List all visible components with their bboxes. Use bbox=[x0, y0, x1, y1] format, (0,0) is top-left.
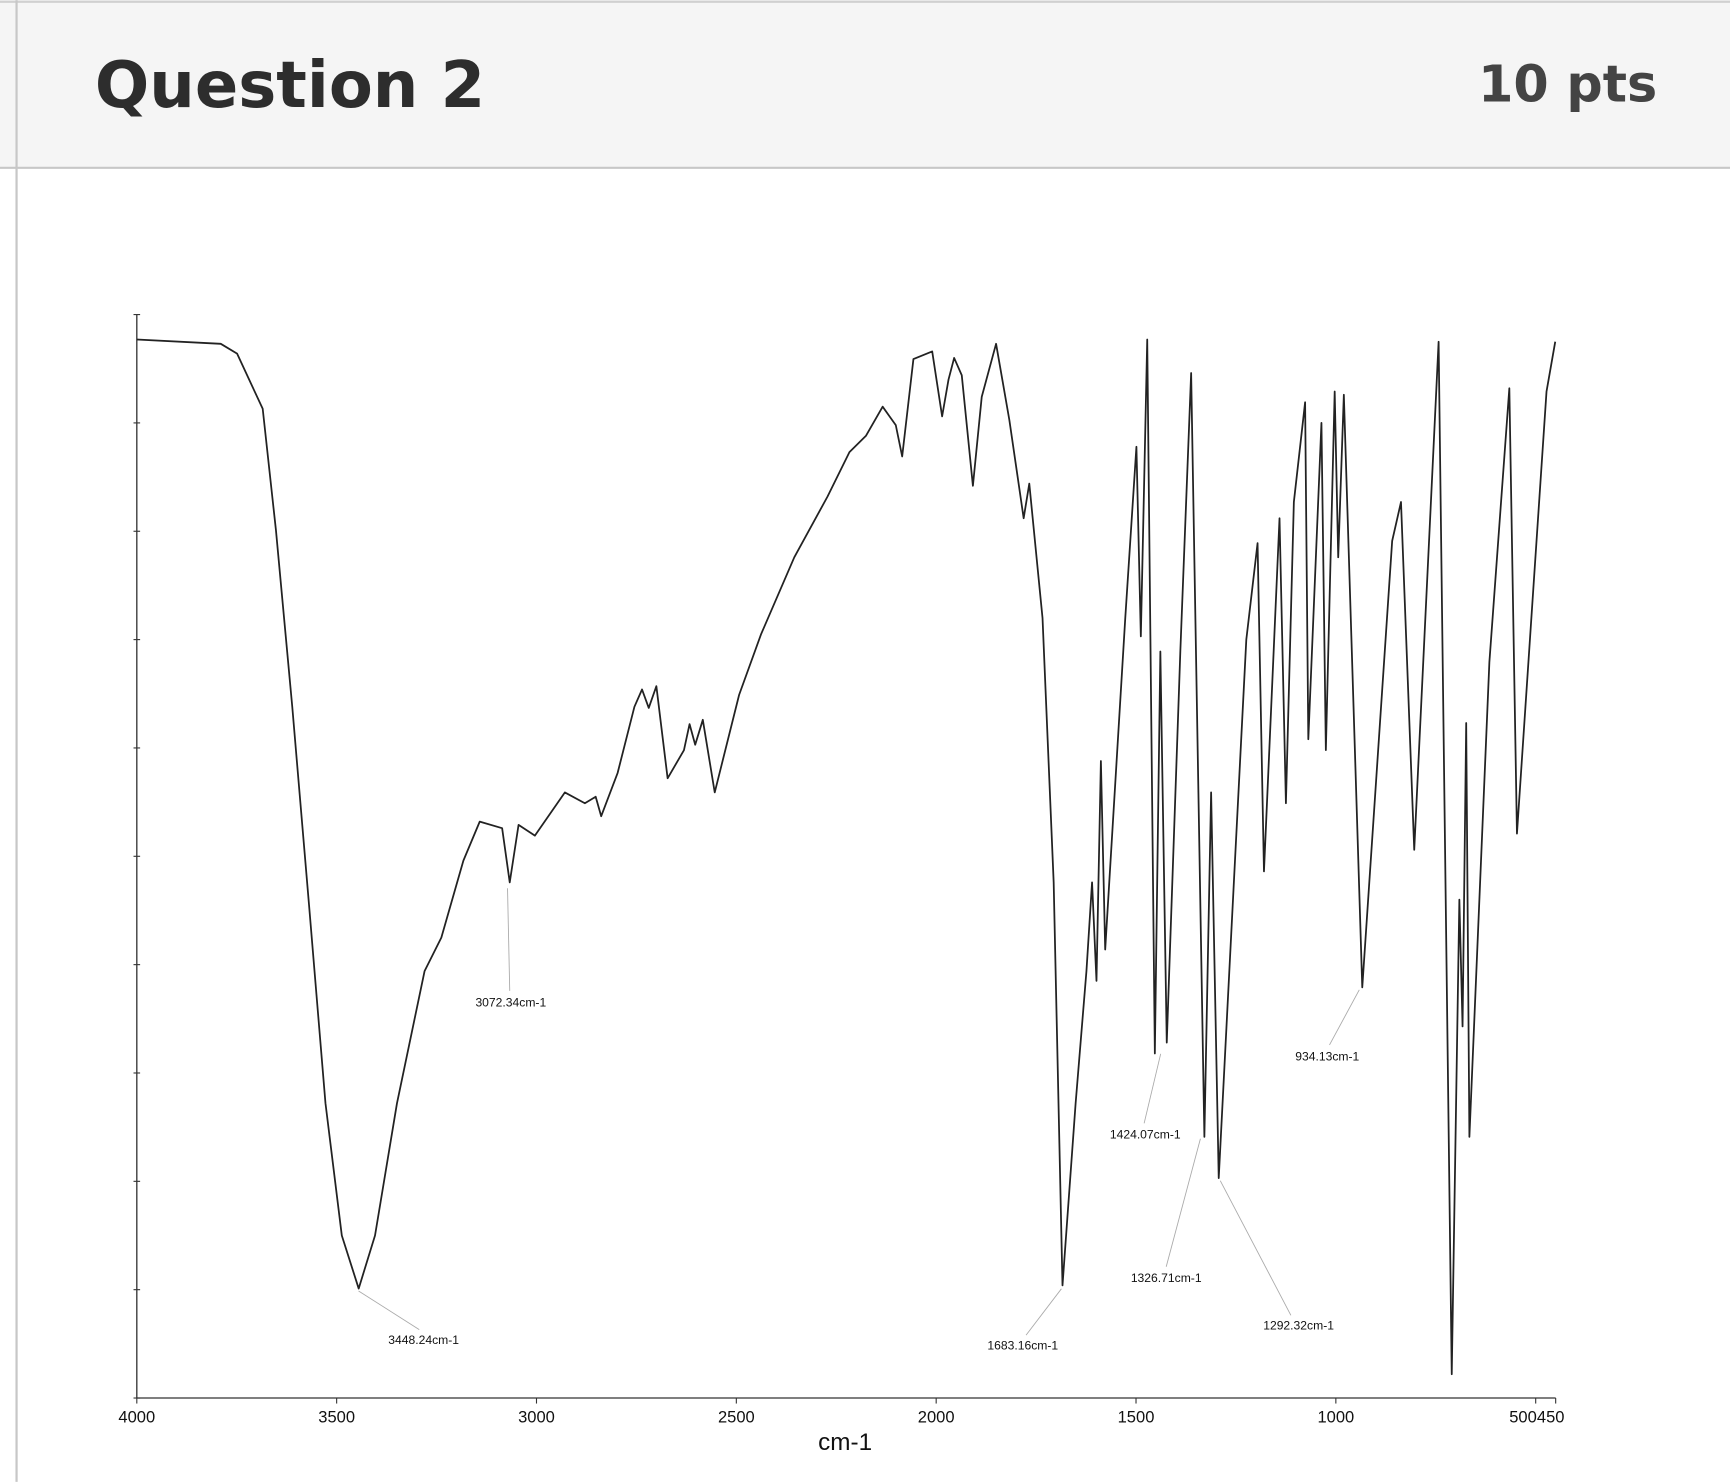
peak-annotation: 3072.34cm-1 bbox=[475, 995, 546, 1009]
peak-annotation: 1326.71cm-1 bbox=[1131, 1271, 1202, 1285]
annotation-leader bbox=[1025, 1288, 1062, 1336]
peak-annotation: 1292.32cm-1 bbox=[1263, 1319, 1334, 1333]
annotation-leader bbox=[1329, 989, 1360, 1046]
x-tick-label: 2000 bbox=[918, 1407, 955, 1426]
peak-annotation: 934.13cm-1 bbox=[1295, 1049, 1359, 1063]
question-title: Question 2 bbox=[95, 49, 485, 123]
annotation-leader bbox=[1165, 1138, 1201, 1267]
annotation-leader bbox=[358, 1290, 420, 1330]
peak-annotation: 3448.24cm-1 bbox=[388, 1333, 459, 1347]
peak-annotation: 1683.16cm-1 bbox=[987, 1338, 1058, 1352]
x-tick-label: 3500 bbox=[318, 1407, 355, 1426]
annotation-leader bbox=[1143, 1053, 1162, 1124]
annotation-leader bbox=[1219, 1180, 1292, 1316]
peak-annotation: 1424.07cm-1 bbox=[1110, 1128, 1181, 1142]
x-axis-label: cm-1 bbox=[818, 1429, 872, 1456]
x-tick-label: 450 bbox=[1537, 1407, 1565, 1426]
question-points: 10 pts bbox=[1478, 55, 1657, 114]
x-tick-label: 1000 bbox=[1317, 1407, 1354, 1426]
annotation-leader bbox=[507, 888, 511, 991]
x-tick-label: 3000 bbox=[518, 1407, 555, 1426]
x-tick-label: 500 bbox=[1509, 1407, 1537, 1426]
question-header bbox=[0, 0, 1730, 168]
spectrum-line bbox=[136, 338, 1557, 1376]
x-tick-label: 1500 bbox=[1118, 1407, 1155, 1426]
x-tick-label: 2500 bbox=[718, 1407, 755, 1426]
x-tick-label: 4000 bbox=[118, 1407, 155, 1426]
